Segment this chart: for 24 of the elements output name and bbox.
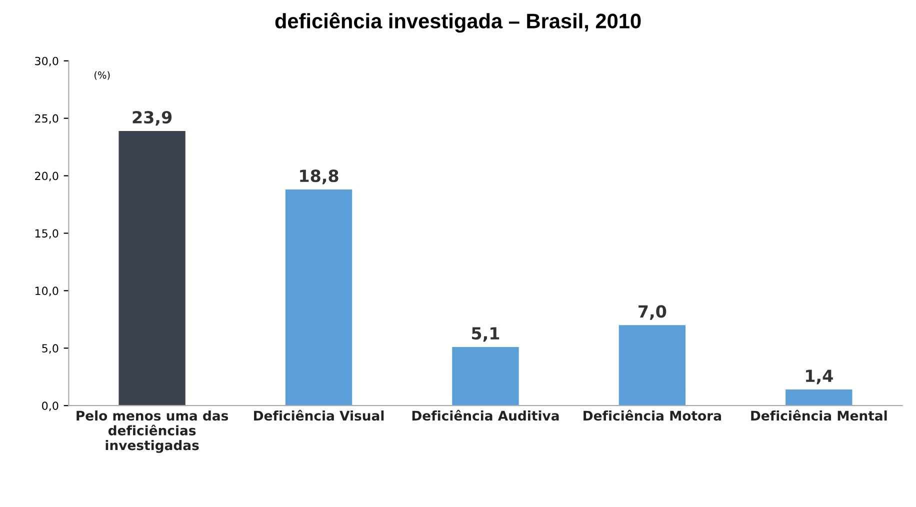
x-tick-label: Deficiência Auditiva <box>412 410 559 421</box>
x-tick-label: Deficiência Motora <box>584 410 721 421</box>
data-label: 23,9 <box>132 110 172 126</box>
y-tick-label: 30,0 <box>35 56 58 66</box>
data-label: 1,4 <box>806 370 833 384</box>
chart-title: deficiência investigada – Brasil, 2010 <box>275 12 641 33</box>
data-label: 18,8 <box>300 170 338 184</box>
x-tick-label: Deficiência Mental <box>751 410 887 421</box>
y-tick-label: 0,0 <box>42 402 58 412</box>
bar <box>452 346 519 406</box>
x-tick-label: Pelo menos uma das deficiências investigadas <box>76 410 228 453</box>
y-axis-title: (%) <box>94 71 110 80</box>
y-tick-label: 5,0 <box>42 344 58 354</box>
bar <box>285 190 352 406</box>
bar <box>786 390 852 406</box>
y-tick-label: 20,0 <box>35 172 58 182</box>
x-tick-label: Deficiência Visual <box>254 410 384 421</box>
y-tick-label: 25,0 <box>35 114 58 124</box>
y-tick-label: 10,0 <box>35 286 58 296</box>
data-label: 7,0 <box>638 305 666 320</box>
data-label: 5,1 <box>472 327 500 342</box>
bar <box>618 325 686 406</box>
y-tick-label: 15,0 <box>35 229 58 239</box>
bar <box>118 130 186 406</box>
